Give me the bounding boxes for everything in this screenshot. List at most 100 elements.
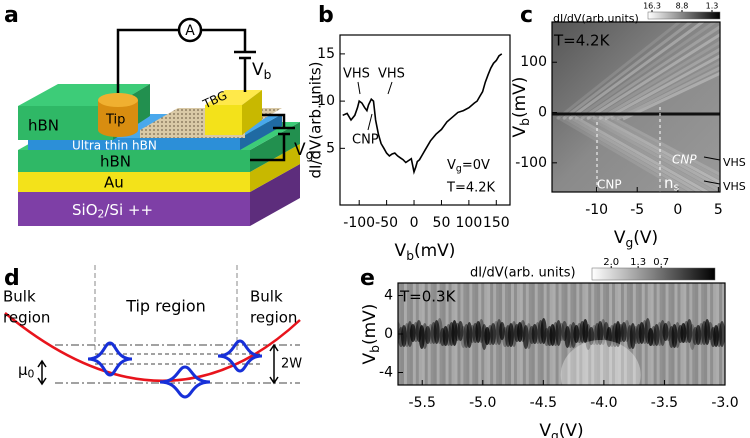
annotation: CNP <box>597 178 622 192</box>
annotation: VHS <box>723 156 746 169</box>
colormap-spot <box>573 325 580 343</box>
colormap-spot <box>398 322 401 340</box>
colorbar-tick-label: 16.3 <box>643 2 661 11</box>
text-part: b <box>517 118 531 126</box>
colormap-streak <box>556 22 682 121</box>
colormap-streak <box>568 115 703 192</box>
colormap-spot <box>647 328 654 346</box>
colormap-streak <box>562 22 694 121</box>
colormap-spot <box>516 322 523 342</box>
colormap-streak <box>561 283 565 385</box>
colormap-spot <box>662 323 669 341</box>
panel-letter: d <box>4 266 20 291</box>
colormap-streak <box>528 283 532 385</box>
text-part: SiO <box>72 201 98 219</box>
x-tick-label: 0 <box>410 215 419 231</box>
colormap-spot <box>457 321 464 341</box>
colormap-spot <box>606 327 613 347</box>
layer-label: Au <box>104 174 124 192</box>
colormap-streak <box>616 66 720 121</box>
colormap-streak <box>463 283 467 385</box>
y-tick-label: 100 <box>520 54 547 70</box>
colormap-spot <box>671 324 678 348</box>
annotation: CNP <box>352 133 379 148</box>
text-part: V <box>447 158 456 173</box>
layer-label: hBN <box>28 117 59 135</box>
colormap-spot <box>614 321 621 347</box>
layer-label: hBN <box>100 153 131 171</box>
colorbar-tick-label: 1.3 <box>706 2 719 11</box>
panel-letter: b <box>318 3 334 28</box>
x-tick-label: 5 <box>714 202 723 218</box>
annotation: VHS <box>723 180 746 193</box>
colormap-streak <box>692 283 696 385</box>
colorbar <box>591 267 716 281</box>
colormap-spot <box>427 324 434 344</box>
plot-frame <box>339 34 511 206</box>
colormap-spot <box>409 324 416 342</box>
x-tick-label: -100 <box>343 215 375 231</box>
colormap-spot <box>686 319 693 343</box>
panel-letter: a <box>4 3 19 28</box>
y-tick-label: -4 <box>379 364 393 380</box>
x-tick-label: -5.0 <box>469 395 496 411</box>
colorbar-label: dI/dV(arb. units) <box>470 266 576 281</box>
x-tick-label: -4.5 <box>530 395 557 411</box>
colormap-streak <box>598 47 720 121</box>
colormap-spot <box>597 321 604 345</box>
colormap-spot <box>713 325 720 347</box>
colormap-spot <box>549 324 556 346</box>
x-tick-label: -5 <box>630 202 644 218</box>
text-part: b <box>367 345 381 353</box>
colormap-spot <box>499 322 506 340</box>
colormap-streak <box>574 115 710 192</box>
x-tick-label: -4.0 <box>590 395 617 411</box>
text-part: V <box>294 140 306 160</box>
colormap-streak <box>659 283 663 385</box>
colormap-spot <box>656 322 663 346</box>
colormap-spot <box>558 323 565 341</box>
annotation: ns <box>664 174 680 194</box>
colormap-spot <box>555 320 562 346</box>
y-tick-label: 5 <box>326 140 335 156</box>
colorbar <box>647 11 721 20</box>
layer-label: SiO2/Si ++ <box>72 200 153 220</box>
colormap-patch <box>560 340 641 385</box>
x-axis-label: Vb(mV) <box>395 241 456 262</box>
colorbar-label: dI/dV(arb.units) <box>553 12 639 25</box>
text-part: (mV) <box>360 304 380 345</box>
colormap-streak <box>580 115 718 192</box>
tip-label: Tip <box>105 113 125 128</box>
ammeter-label: A <box>185 23 195 39</box>
panel-letter: c <box>520 3 533 28</box>
colormap <box>398 283 725 385</box>
colormap-spot <box>433 320 440 344</box>
x-tick-label: 0 <box>673 202 682 218</box>
x-axis-label: Vg(V) <box>539 421 583 438</box>
x-axis-label: Vg(V) <box>614 228 658 249</box>
colormap-streak <box>594 283 598 385</box>
annotation-arrow <box>703 156 721 185</box>
x-tick-label: 50 <box>433 215 451 231</box>
colorbar-tick-label: 2.0 <box>603 257 619 268</box>
colormap-spot <box>507 323 514 347</box>
colormap-streak <box>622 71 720 121</box>
text-part: 2 <box>98 207 105 220</box>
device-schematic <box>18 17 300 226</box>
annotation-arrow <box>357 81 393 131</box>
colormap-spot <box>695 325 702 345</box>
colormap-streak <box>580 24 720 121</box>
mu-label: μ0 <box>18 361 35 381</box>
colormap-streak <box>598 115 720 185</box>
colormap-spot <box>531 324 538 344</box>
colormap-spot <box>442 326 449 346</box>
text-part: V <box>614 228 626 248</box>
colormap-streak <box>626 283 630 385</box>
y-tick-label: 0 <box>384 326 393 342</box>
width-label: 2W <box>281 357 302 372</box>
colormap-streak <box>592 115 720 189</box>
colormap-streak <box>562 115 696 192</box>
colormap-spot <box>424 326 431 344</box>
colormap-spot <box>689 324 696 350</box>
colormap <box>552 22 720 192</box>
